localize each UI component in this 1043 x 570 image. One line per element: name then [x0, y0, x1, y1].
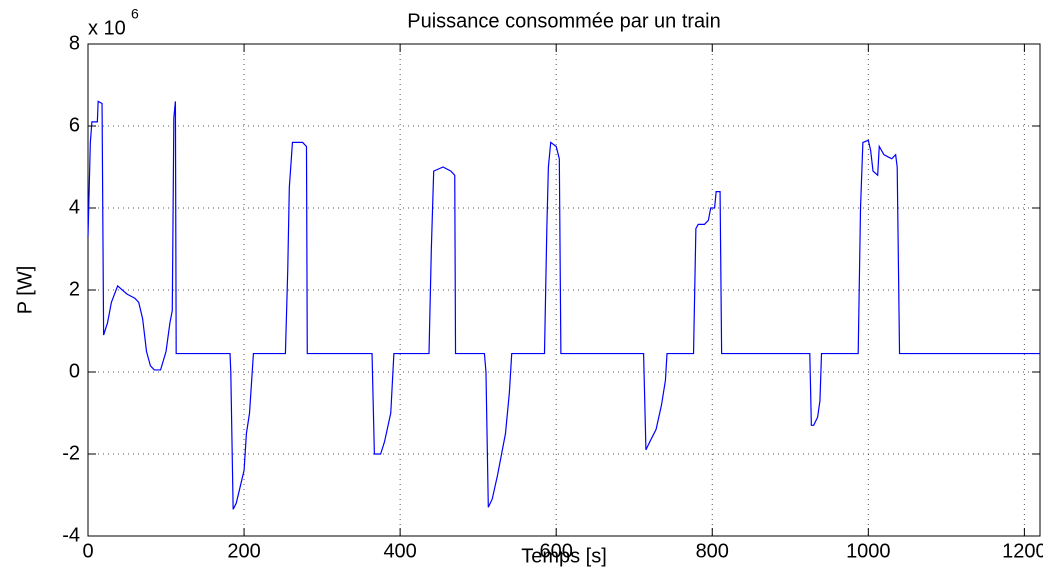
chart-title: Puissance consommée par un train — [407, 10, 721, 32]
data-line — [87, 100, 1040, 510]
y-multiplier-exponent: 6 — [131, 6, 139, 22]
y-axis-label: P [W] — [14, 266, 36, 315]
y-multiplier: x 10 — [88, 17, 126, 39]
y-tick-label: 8 — [69, 32, 80, 54]
x-tick-label: 200 — [227, 540, 260, 562]
x-tick-label: 800 — [696, 540, 729, 562]
x-axis-label: Temps [s] — [521, 545, 607, 567]
y-tick-label: -2 — [62, 442, 80, 464]
plot-frame — [87, 43, 1041, 537]
x-tick-label: 1000 — [846, 540, 891, 562]
y-tick-label: 4 — [69, 196, 80, 218]
x-tick-label: 1200 — [1002, 540, 1043, 562]
x-tick-label: 400 — [383, 540, 416, 562]
y-tick-label: 6 — [69, 114, 80, 136]
y-tick-label: -4 — [62, 524, 80, 546]
x-tick-label: 0 — [82, 540, 93, 562]
y-tick-label: 2 — [69, 278, 80, 300]
x-tick-label: 600 — [540, 540, 573, 562]
y-tick-label: 0 — [69, 360, 80, 382]
